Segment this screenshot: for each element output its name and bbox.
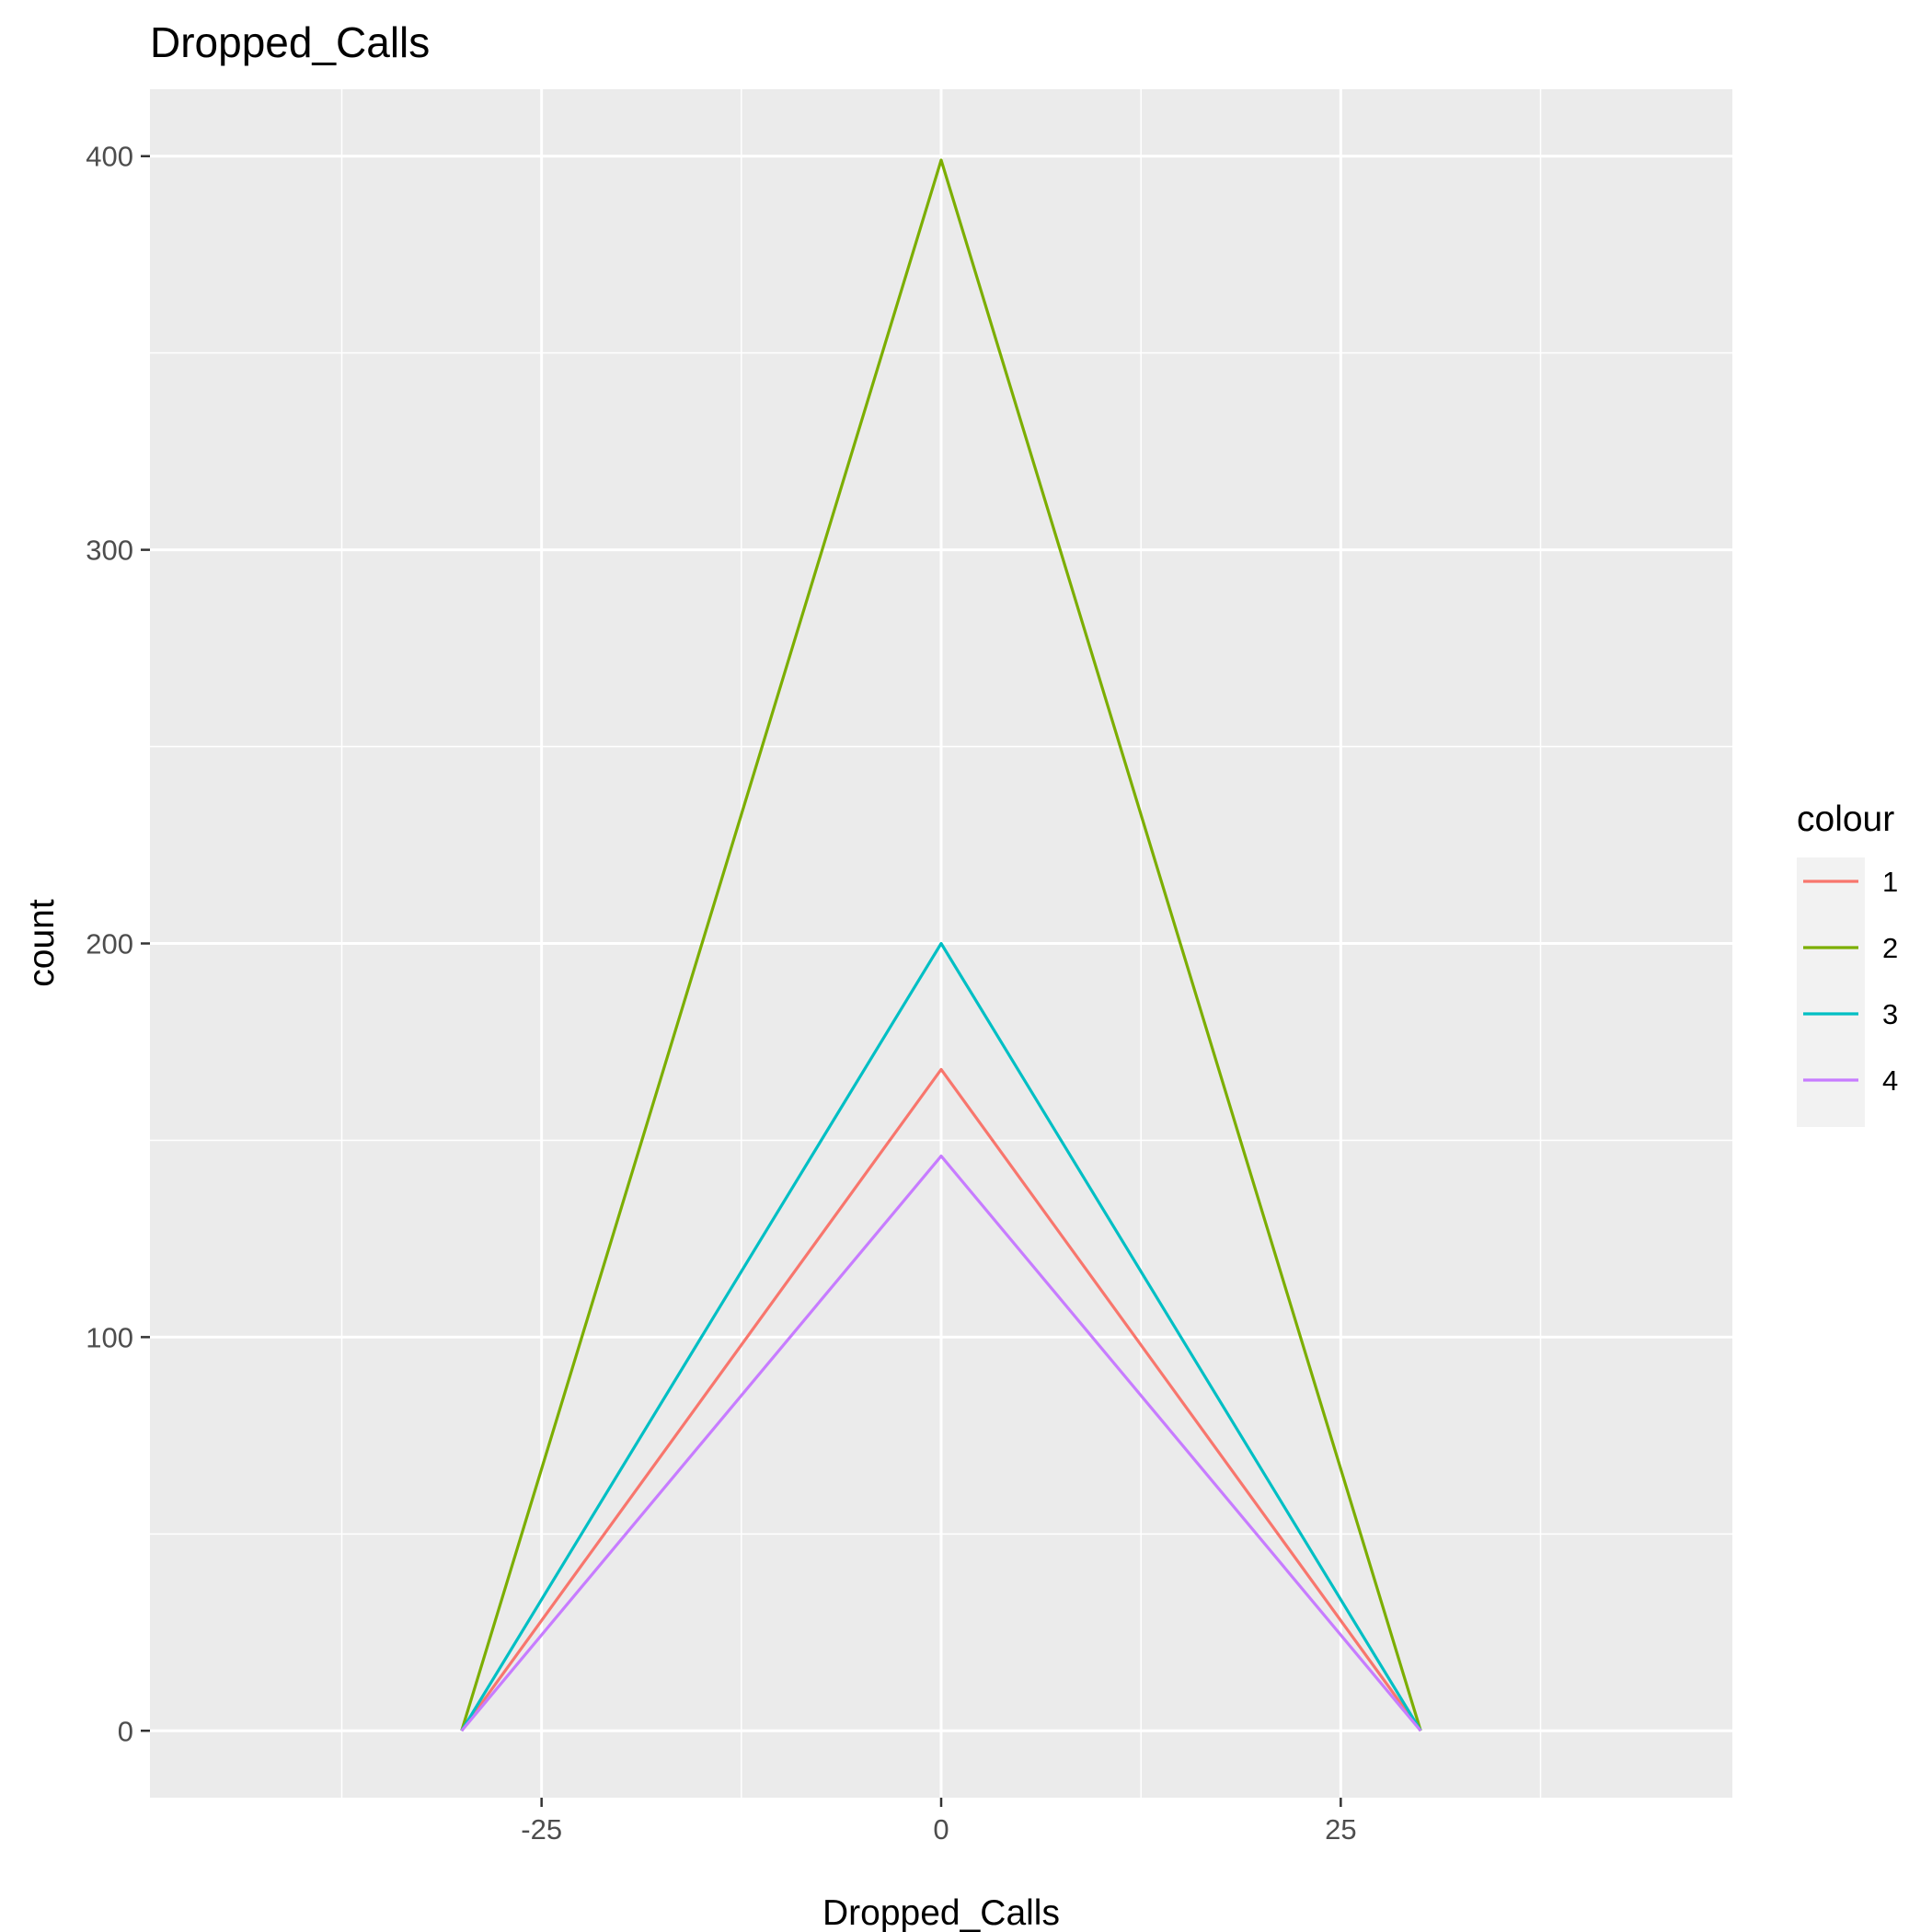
x-tick-label: 0 (933, 1813, 949, 1846)
y-tick-label: 100 (86, 1321, 133, 1353)
legend-label-2: 2 (1882, 932, 1898, 964)
chart-title: Dropped_Calls (150, 18, 430, 66)
series-line-1 (460, 1067, 1422, 1732)
y-tick-label: 400 (86, 141, 133, 173)
legend-items: 1 2 3 4 (1803, 866, 1898, 1097)
series-lines (460, 158, 1422, 1732)
x-axis: -25 0 25 (521, 1798, 1357, 1846)
legend-label-3: 3 (1882, 998, 1898, 1030)
x-axis-title: Dropped_Calls (822, 1893, 1060, 1932)
legend-title: colour (1797, 799, 1894, 839)
y-tick-label: 200 (86, 928, 133, 960)
series-line-3 (460, 941, 1422, 1732)
x-tick-label: 25 (1325, 1813, 1356, 1846)
legend-key-background (1797, 857, 1865, 1127)
series-line-2 (460, 158, 1422, 1731)
x-tick-label: -25 (521, 1813, 562, 1846)
series-line-4 (460, 1154, 1422, 1732)
legend-label-1: 1 (1882, 866, 1898, 898)
y-tick-label: 0 (118, 1715, 133, 1747)
legend-label-4: 4 (1882, 1064, 1898, 1097)
y-axis-title: count (22, 899, 62, 987)
legend: colour 1 2 3 4 (1797, 799, 1898, 1127)
y-axis: 0 100 200 300 400 (86, 141, 150, 1747)
y-tick-label: 300 (86, 535, 133, 567)
